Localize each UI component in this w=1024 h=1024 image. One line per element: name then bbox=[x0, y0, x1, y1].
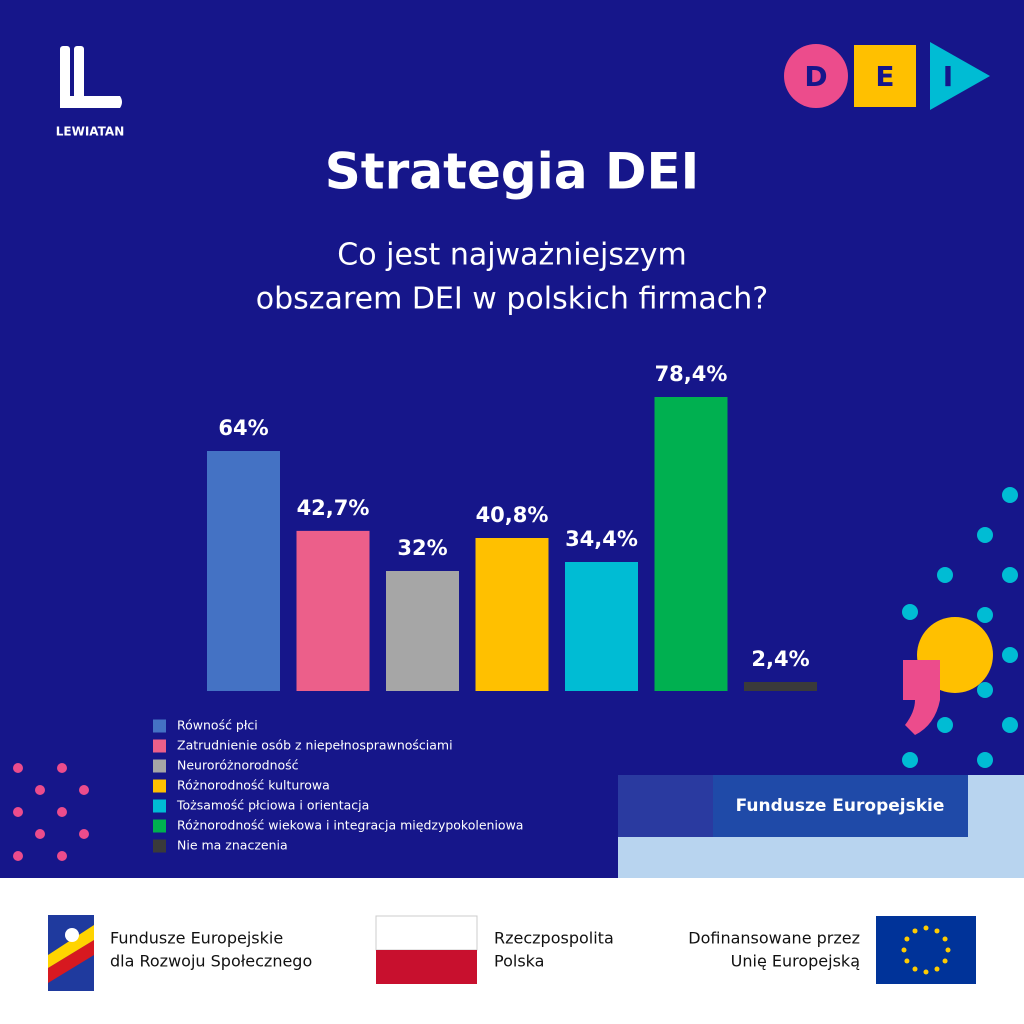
legend-label: Nie ma znaczenia bbox=[177, 838, 288, 853]
legend-label: Równość płci bbox=[177, 718, 258, 733]
bar bbox=[386, 571, 459, 691]
star bbox=[904, 936, 910, 942]
legend-swatch bbox=[153, 819, 166, 833]
legend-label: Zatrudnienie osób z niepełnosprawnościam… bbox=[177, 738, 453, 753]
legend-swatch bbox=[153, 719, 166, 733]
bar bbox=[654, 397, 728, 691]
value-label: 42,7% bbox=[297, 496, 370, 520]
badge-triangle bbox=[930, 42, 990, 110]
subtitle: Co jest najważniejszym bbox=[337, 238, 686, 273]
dot bbox=[977, 752, 993, 768]
dot bbox=[79, 785, 89, 795]
badge-letter: D bbox=[804, 60, 827, 93]
footer-text: Dofinansowane przez bbox=[688, 929, 860, 948]
lewiatan-logo bbox=[60, 46, 122, 108]
legend-label: Neuroróżnorodność bbox=[177, 758, 299, 773]
bar bbox=[475, 538, 549, 691]
badge-box bbox=[713, 775, 968, 837]
star bbox=[945, 947, 951, 953]
bar bbox=[207, 451, 280, 691]
dot bbox=[57, 763, 67, 773]
dot bbox=[35, 785, 45, 795]
dot bbox=[902, 752, 918, 768]
dot bbox=[13, 851, 23, 861]
badge-square bbox=[854, 45, 916, 107]
dot bbox=[13, 807, 23, 817]
value-label: 2,4% bbox=[751, 647, 809, 671]
footer-background bbox=[0, 878, 1024, 1024]
legend-label: Tożsamość płciowa i orientacja bbox=[176, 798, 369, 813]
chart: 64% Równość płci 42,7% Zatrudnienie osób z … bbox=[153, 362, 817, 853]
dot bbox=[937, 717, 953, 733]
dot bbox=[13, 763, 23, 773]
star bbox=[934, 966, 940, 972]
star bbox=[901, 947, 907, 953]
bar bbox=[565, 562, 638, 691]
badge-letter: E bbox=[875, 60, 894, 93]
legend-swatch bbox=[153, 739, 166, 753]
star bbox=[904, 958, 910, 964]
footer-text: Fundusze Europejskie bbox=[110, 929, 283, 948]
badge-circle bbox=[784, 44, 848, 108]
star bbox=[934, 928, 940, 934]
star bbox=[942, 936, 948, 942]
dot bbox=[1002, 647, 1018, 663]
star bbox=[923, 925, 929, 931]
eu-stars bbox=[901, 925, 951, 975]
footer-text: Polska bbox=[494, 952, 544, 971]
star bbox=[923, 969, 929, 975]
bar bbox=[744, 682, 817, 691]
value-label: 78,4% bbox=[655, 362, 728, 386]
decoration bbox=[13, 487, 1018, 861]
pl-flag-red bbox=[376, 950, 477, 984]
value-label: 40,8% bbox=[476, 503, 549, 527]
legend-swatch bbox=[153, 759, 166, 773]
legend-label: Różnorodność kulturowa bbox=[177, 778, 330, 793]
dot bbox=[977, 527, 993, 543]
dot bbox=[35, 829, 45, 839]
badge-pattern bbox=[618, 775, 713, 837]
bar bbox=[296, 530, 370, 691]
dot bbox=[79, 829, 89, 839]
value-label: 64% bbox=[218, 416, 268, 440]
footer-text: Unię Europejską bbox=[731, 952, 860, 971]
subtitle: obszarem DEI w polskich firmach? bbox=[256, 282, 768, 317]
badge-text: Fundusze Europejskie bbox=[736, 796, 945, 816]
background bbox=[0, 0, 1024, 880]
footer-text: Rzeczpospolita bbox=[494, 929, 614, 948]
legend-swatch bbox=[153, 779, 166, 793]
fe-logo bbox=[48, 915, 94, 991]
dot bbox=[57, 851, 67, 861]
legend-label: Różnorodność wiekowa i integracja między… bbox=[177, 818, 523, 833]
dot bbox=[1002, 567, 1018, 583]
dot bbox=[977, 682, 993, 698]
title: Strategia DEI bbox=[325, 143, 699, 201]
brand: LEWIATAN bbox=[56, 125, 124, 139]
dot bbox=[937, 567, 953, 583]
star bbox=[942, 958, 948, 964]
badge-letter: I bbox=[943, 60, 953, 93]
pl-flag-white bbox=[375, 915, 478, 951]
dot bbox=[57, 807, 67, 817]
dot bbox=[902, 604, 918, 620]
value-label: 34,4% bbox=[565, 527, 638, 551]
legend-swatch bbox=[153, 839, 166, 853]
footer-text: dla Rozwoju Społecznego bbox=[110, 952, 312, 971]
star bbox=[912, 966, 918, 972]
dot bbox=[1002, 717, 1018, 733]
star bbox=[912, 928, 918, 934]
dot bbox=[1002, 487, 1018, 503]
dot bbox=[977, 607, 993, 623]
value-label: 32% bbox=[397, 536, 447, 560]
legend-swatch bbox=[153, 799, 166, 813]
